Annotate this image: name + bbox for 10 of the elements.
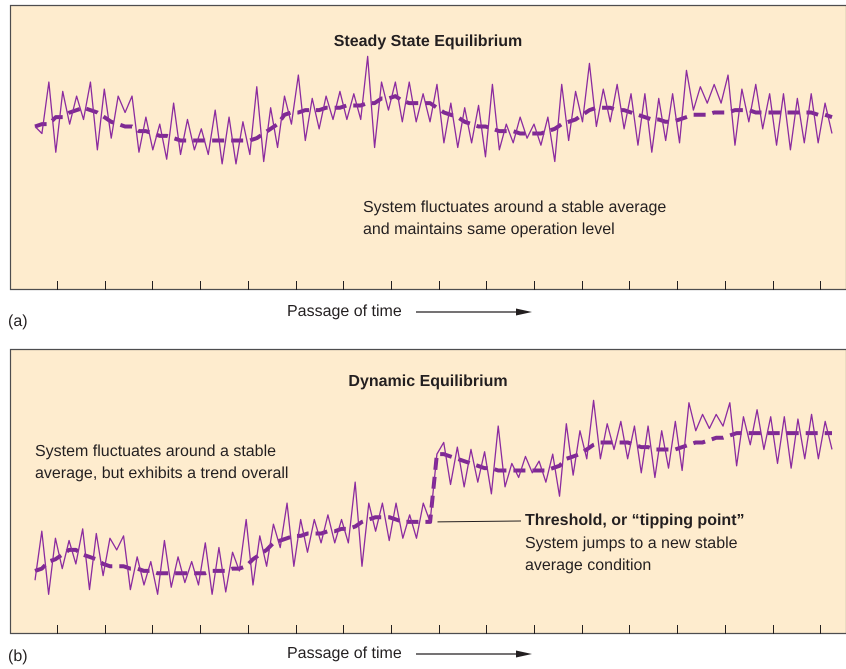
annotation: System fluctuates around a stable average and maintains same operation level xyxy=(363,198,666,240)
x-axis-title: Passage of time xyxy=(287,644,402,664)
x-axis-title: Passage of time xyxy=(287,302,402,322)
annotation: Threshold, or “tipping point” xyxy=(525,511,745,531)
chart-title: Steady State Equilibrium xyxy=(332,32,524,52)
annotation: System jumps to a new stable average condition xyxy=(525,534,738,576)
text: (b) xyxy=(8,647,28,667)
text: (a) xyxy=(8,312,28,332)
annotation: System fluctuates around a stable average, but exhibits a trend overall xyxy=(35,442,288,484)
chart-title: Dynamic Equilibrium xyxy=(347,372,509,392)
